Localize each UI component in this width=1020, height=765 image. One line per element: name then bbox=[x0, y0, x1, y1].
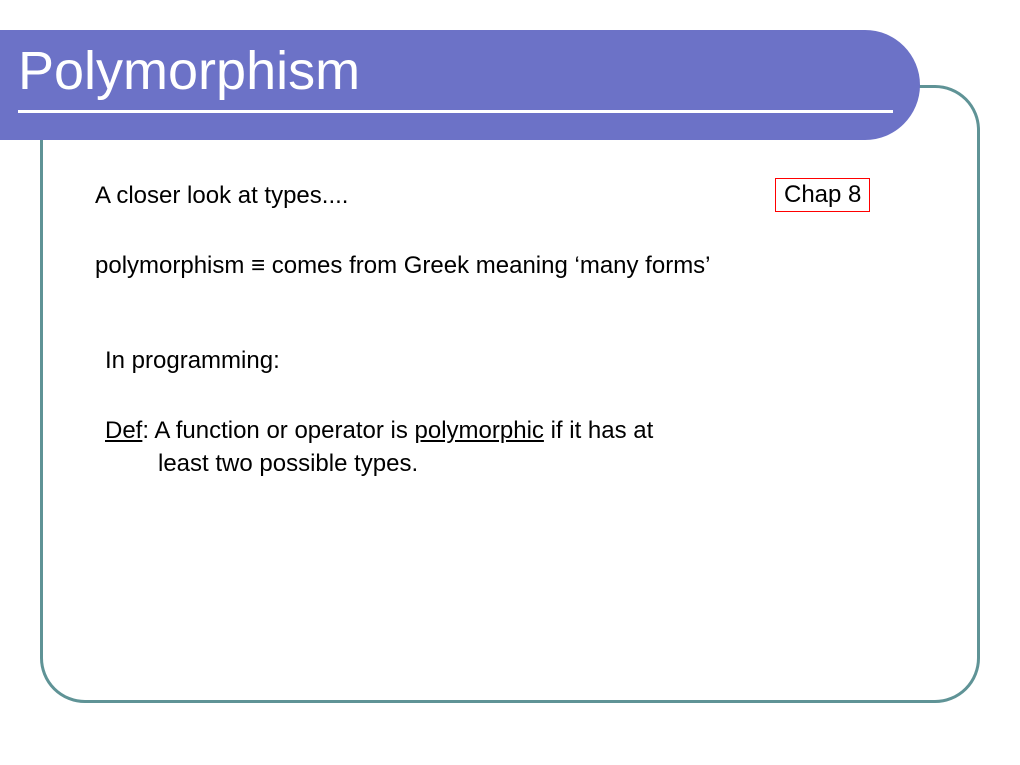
polymorphic-word: polymorphic bbox=[415, 417, 544, 444]
etymology-line: polymorphism ≡ comes from Greek meaning … bbox=[95, 250, 915, 282]
title-bar: Polymorphism bbox=[0, 30, 920, 140]
slide-title: Polymorphism bbox=[18, 40, 360, 102]
subtitle: A closer look at types.... bbox=[95, 180, 915, 212]
definition-line2: least two possible types. bbox=[105, 448, 915, 480]
def-part2: if it has at bbox=[544, 417, 653, 444]
definition-line1: Def: A function or operator is polymorph… bbox=[105, 415, 915, 447]
etymology-pre: polymorphism bbox=[95, 252, 251, 279]
def-label: Def bbox=[105, 417, 142, 444]
definition-block: Def: A function or operator is polymorph… bbox=[105, 415, 915, 480]
equiv-symbol: ≡ bbox=[251, 250, 265, 282]
section-intro: In programming: bbox=[105, 345, 915, 377]
def-part1: : A function or operator is bbox=[142, 417, 414, 444]
slide-body: A closer look at types.... polymorphism … bbox=[95, 180, 915, 480]
etymology-post: comes from Greek meaning ‘many forms’ bbox=[265, 252, 710, 279]
title-underline bbox=[18, 110, 893, 113]
